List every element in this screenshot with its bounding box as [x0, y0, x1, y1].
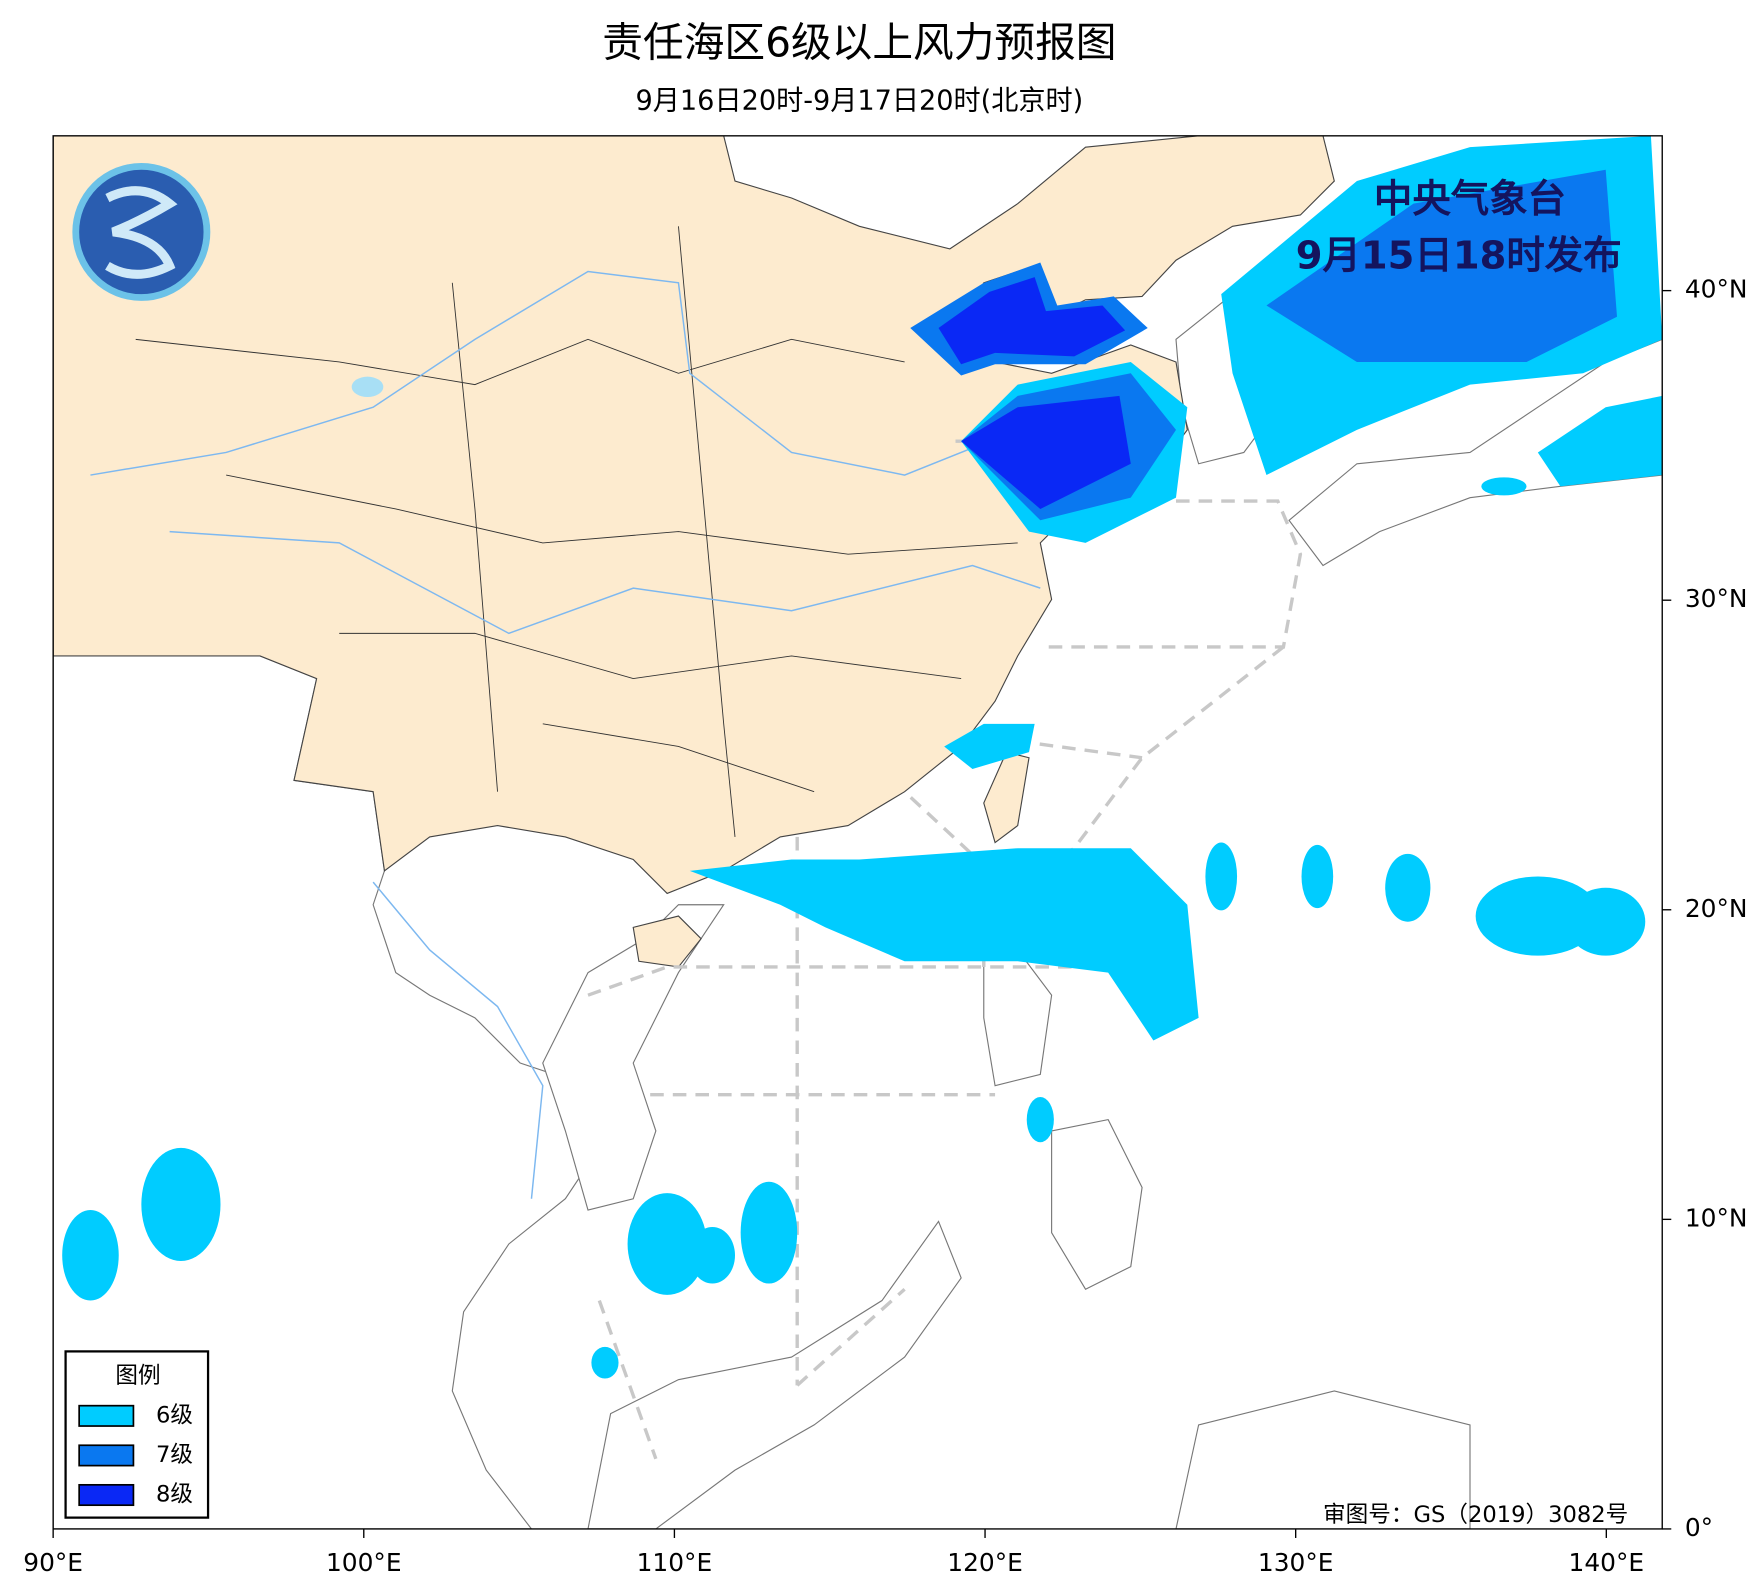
- wind-area: [627, 1193, 707, 1295]
- wind-area: [1475, 876, 1601, 956]
- border: [135, 226, 1018, 837]
- wind-area: [1205, 842, 1238, 911]
- y-tick-label: 0°: [1685, 1513, 1713, 1542]
- logo: [72, 162, 211, 301]
- subtitle: 9月16日20时-9月17日20时(北京时): [636, 85, 1084, 116]
- map-area: [53, 135, 1663, 1529]
- y-tick-label: 20°N: [1685, 894, 1748, 923]
- wind-area: [1301, 844, 1334, 909]
- wind-area: [1566, 887, 1646, 956]
- x-tick-label: 140°E: [1569, 1548, 1645, 1577]
- wind-area: [591, 1346, 619, 1379]
- lake: [351, 376, 384, 398]
- wind-area: [944, 723, 1035, 770]
- issuer-name: 中央气象台: [1374, 177, 1566, 222]
- wind-area: [689, 848, 1199, 1041]
- legend-label: 7级: [156, 1442, 193, 1468]
- legend-title: 图例: [115, 1363, 160, 1389]
- wind-area: [961, 395, 1131, 509]
- credit: 审图号：GS（2019）3082号: [1323, 1502, 1628, 1528]
- land: [53, 135, 1335, 895]
- wind-area: [62, 1210, 119, 1301]
- issue-time: 9月15日18时发布: [1296, 233, 1622, 278]
- river: [90, 270, 1041, 1199]
- legend-swatch: [78, 1404, 135, 1427]
- x-tick-label: 120°E: [947, 1548, 1023, 1577]
- wind-area: [1266, 169, 1617, 362]
- wind-area: [1385, 853, 1431, 922]
- x-tick-label: 110°E: [637, 1548, 713, 1577]
- land: [1051, 1118, 1143, 1290]
- legend-swatch: [78, 1444, 135, 1467]
- wind-area: [1481, 477, 1527, 496]
- land: [1288, 338, 1663, 567]
- land: [1175, 1390, 1471, 1529]
- land: [632, 915, 702, 968]
- y-tick-label: 10°N: [1685, 1203, 1748, 1232]
- x-tick-label: 90°E: [23, 1548, 83, 1577]
- wind-area: [1537, 395, 1663, 487]
- land: [587, 1220, 962, 1529]
- land: [542, 904, 725, 1211]
- y-tick-label: 30°N: [1685, 584, 1748, 613]
- legend-label: 6级: [156, 1402, 193, 1428]
- wind-area: [938, 277, 1126, 365]
- y-tick-label: 40°N: [1685, 275, 1748, 304]
- map-frame: [52, 135, 1663, 1530]
- wind-areas: [62, 135, 1663, 1379]
- wind-area: [1026, 1096, 1054, 1143]
- land: [983, 751, 1030, 844]
- wind-area: [689, 1227, 735, 1284]
- legend-swatch: [78, 1483, 135, 1507]
- wind-area: [740, 1181, 798, 1284]
- wind-area: [141, 1147, 221, 1261]
- x-tick-label: 100°E: [326, 1548, 402, 1577]
- title: 责任海区6级以上风力预报图: [602, 18, 1116, 66]
- x-tick-label: 130°E: [1258, 1548, 1334, 1577]
- legend-label: 8级: [156, 1482, 193, 1508]
